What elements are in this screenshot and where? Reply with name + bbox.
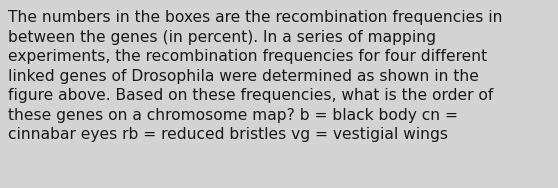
- Text: The numbers in the boxes are the recombination frequencies in
between the genes : The numbers in the boxes are the recombi…: [8, 10, 503, 142]
